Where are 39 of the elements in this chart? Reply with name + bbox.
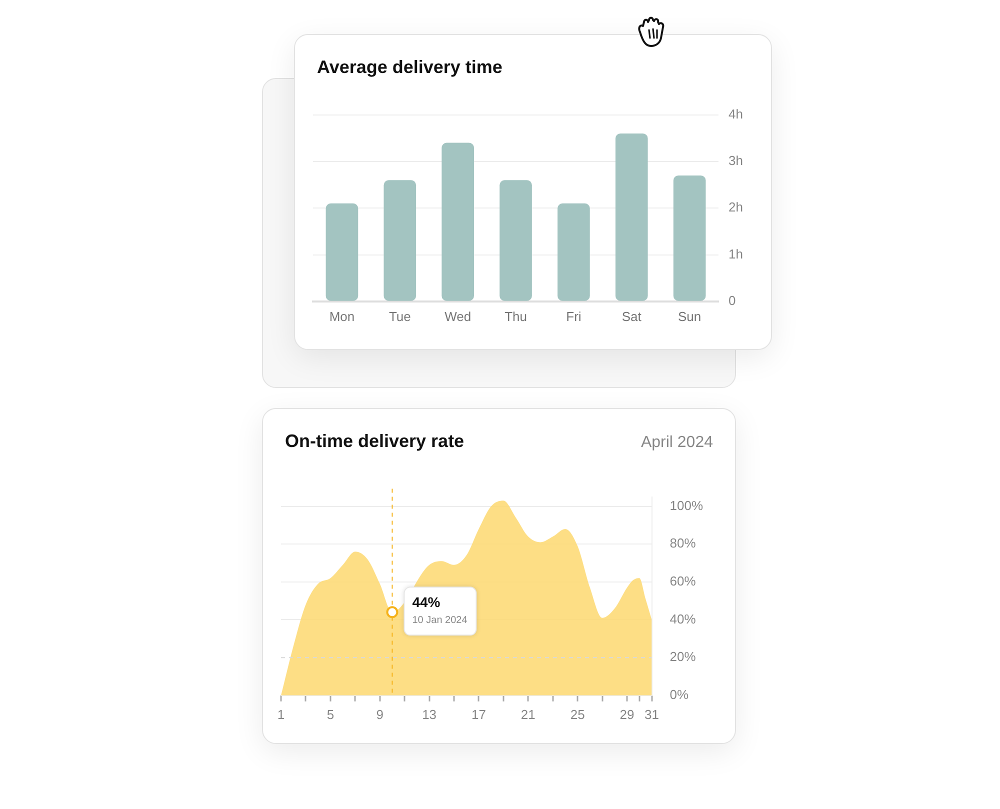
- x-tick-label: 1: [277, 706, 285, 722]
- y-tick-label: 60%: [670, 573, 696, 588]
- y-tick-label: 0: [728, 292, 736, 308]
- bar: [384, 180, 416, 301]
- bar: [500, 180, 532, 301]
- y-tick-label: 80%: [670, 536, 696, 551]
- x-tick-label: 13: [422, 706, 437, 722]
- x-tick-label: 29: [620, 706, 634, 722]
- bar: [326, 203, 358, 301]
- x-tick-label: 31: [644, 706, 659, 722]
- x-tick-label: Sat: [622, 308, 642, 324]
- x-tick-label: Mon: [329, 308, 355, 324]
- chart-title: On-time delivery rate: [285, 431, 464, 452]
- chart-title: Average delivery time: [317, 57, 502, 78]
- y-tick-label: 100%: [670, 498, 704, 513]
- x-tick-label: Sun: [678, 308, 702, 324]
- y-tick-label: 1h: [728, 246, 744, 262]
- x-tick-label: Fri: [566, 308, 582, 324]
- x-tick-label: Wed: [444, 308, 472, 324]
- annotation: 44%: [412, 594, 441, 610]
- x-tick-label: 5: [326, 706, 334, 722]
- x-tick-label: 9: [376, 706, 384, 722]
- x-tick-label: 17: [472, 706, 486, 722]
- bar: [442, 142, 474, 301]
- y-tick-label: 20%: [670, 649, 696, 664]
- y-tick-label: 3h: [728, 153, 744, 168]
- x-tick-label: 25: [570, 706, 585, 722]
- bar: [615, 133, 648, 301]
- bar: [558, 203, 590, 301]
- x-tick-label: Tue: [388, 308, 411, 324]
- y-tick-label: 40%: [670, 611, 696, 626]
- bar: [673, 175, 706, 301]
- y-tick-label: 4h: [728, 106, 744, 122]
- y-tick-label: 2h: [728, 200, 744, 215]
- y-tick-label: 0%: [670, 686, 689, 702]
- chart-subtitle: April 2024: [640, 434, 713, 452]
- annotation: 10 Jan 2024: [412, 615, 468, 626]
- x-tick-label: Thu: [504, 308, 527, 324]
- x-tick-label: 21: [520, 706, 536, 722]
